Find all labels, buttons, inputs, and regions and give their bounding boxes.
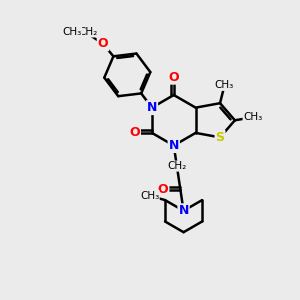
Text: N: N <box>147 101 157 114</box>
Text: CH₃: CH₃ <box>243 112 262 122</box>
Text: O: O <box>98 37 108 50</box>
Text: O: O <box>169 71 179 84</box>
Text: CH₃: CH₃ <box>62 27 82 37</box>
Text: CH₃: CH₃ <box>215 80 234 90</box>
Text: N: N <box>169 139 179 152</box>
Text: CH₃: CH₃ <box>140 190 159 201</box>
Text: O: O <box>129 126 140 140</box>
Text: CH₂: CH₂ <box>78 27 97 37</box>
Text: S: S <box>215 131 224 144</box>
Text: CH₂: CH₂ <box>167 161 187 171</box>
Text: N: N <box>178 204 189 217</box>
Text: O: O <box>158 183 169 196</box>
